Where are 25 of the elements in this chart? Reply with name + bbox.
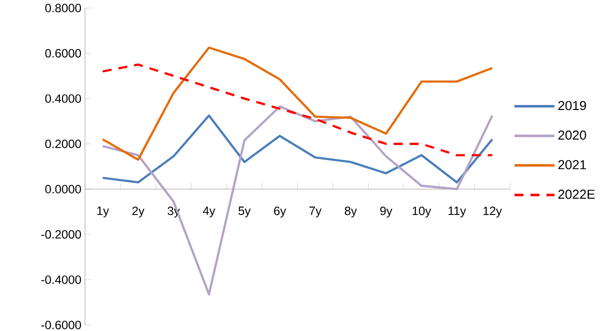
- y-tick-label: -0.6000: [41, 320, 82, 330]
- y-tick-label: 0.4000: [45, 94, 82, 103]
- x-tick-label: 1y: [97, 206, 110, 218]
- x-tick-label: 2y: [132, 206, 144, 218]
- x-tick-label: 5y: [238, 206, 251, 218]
- line-series: [102, 46, 494, 161]
- y-tick-label: -0.4000: [41, 275, 82, 284]
- x-tick-label: 12y: [484, 206, 502, 218]
- x-tick-label: 6y: [274, 206, 286, 218]
- x-tick-label: 4y: [202, 206, 216, 218]
- legend-label: 2022E: [558, 190, 595, 199]
- x-tick-label: 9y: [380, 206, 392, 218]
- y-tick-label: 0.2000: [45, 140, 82, 148]
- legend-label: 2020: [558, 130, 586, 140]
- line-series: [102, 114, 494, 184]
- y-tick-label: -0.2000: [41, 230, 82, 239]
- legend-label: 2021: [558, 160, 586, 170]
- x-tick-label: 8y: [344, 206, 357, 218]
- y-tick-label: 0.6000: [45, 49, 82, 58]
- legend-label: 2019: [558, 100, 586, 110]
- x-tick-label: 11y: [448, 206, 466, 218]
- y-tick-label: 0.8000: [45, 4, 82, 12]
- x-tick-label: 10y: [412, 206, 432, 218]
- y-tick-label: 0.0000: [45, 184, 82, 194]
- x-tick-label: 7y: [309, 206, 322, 218]
